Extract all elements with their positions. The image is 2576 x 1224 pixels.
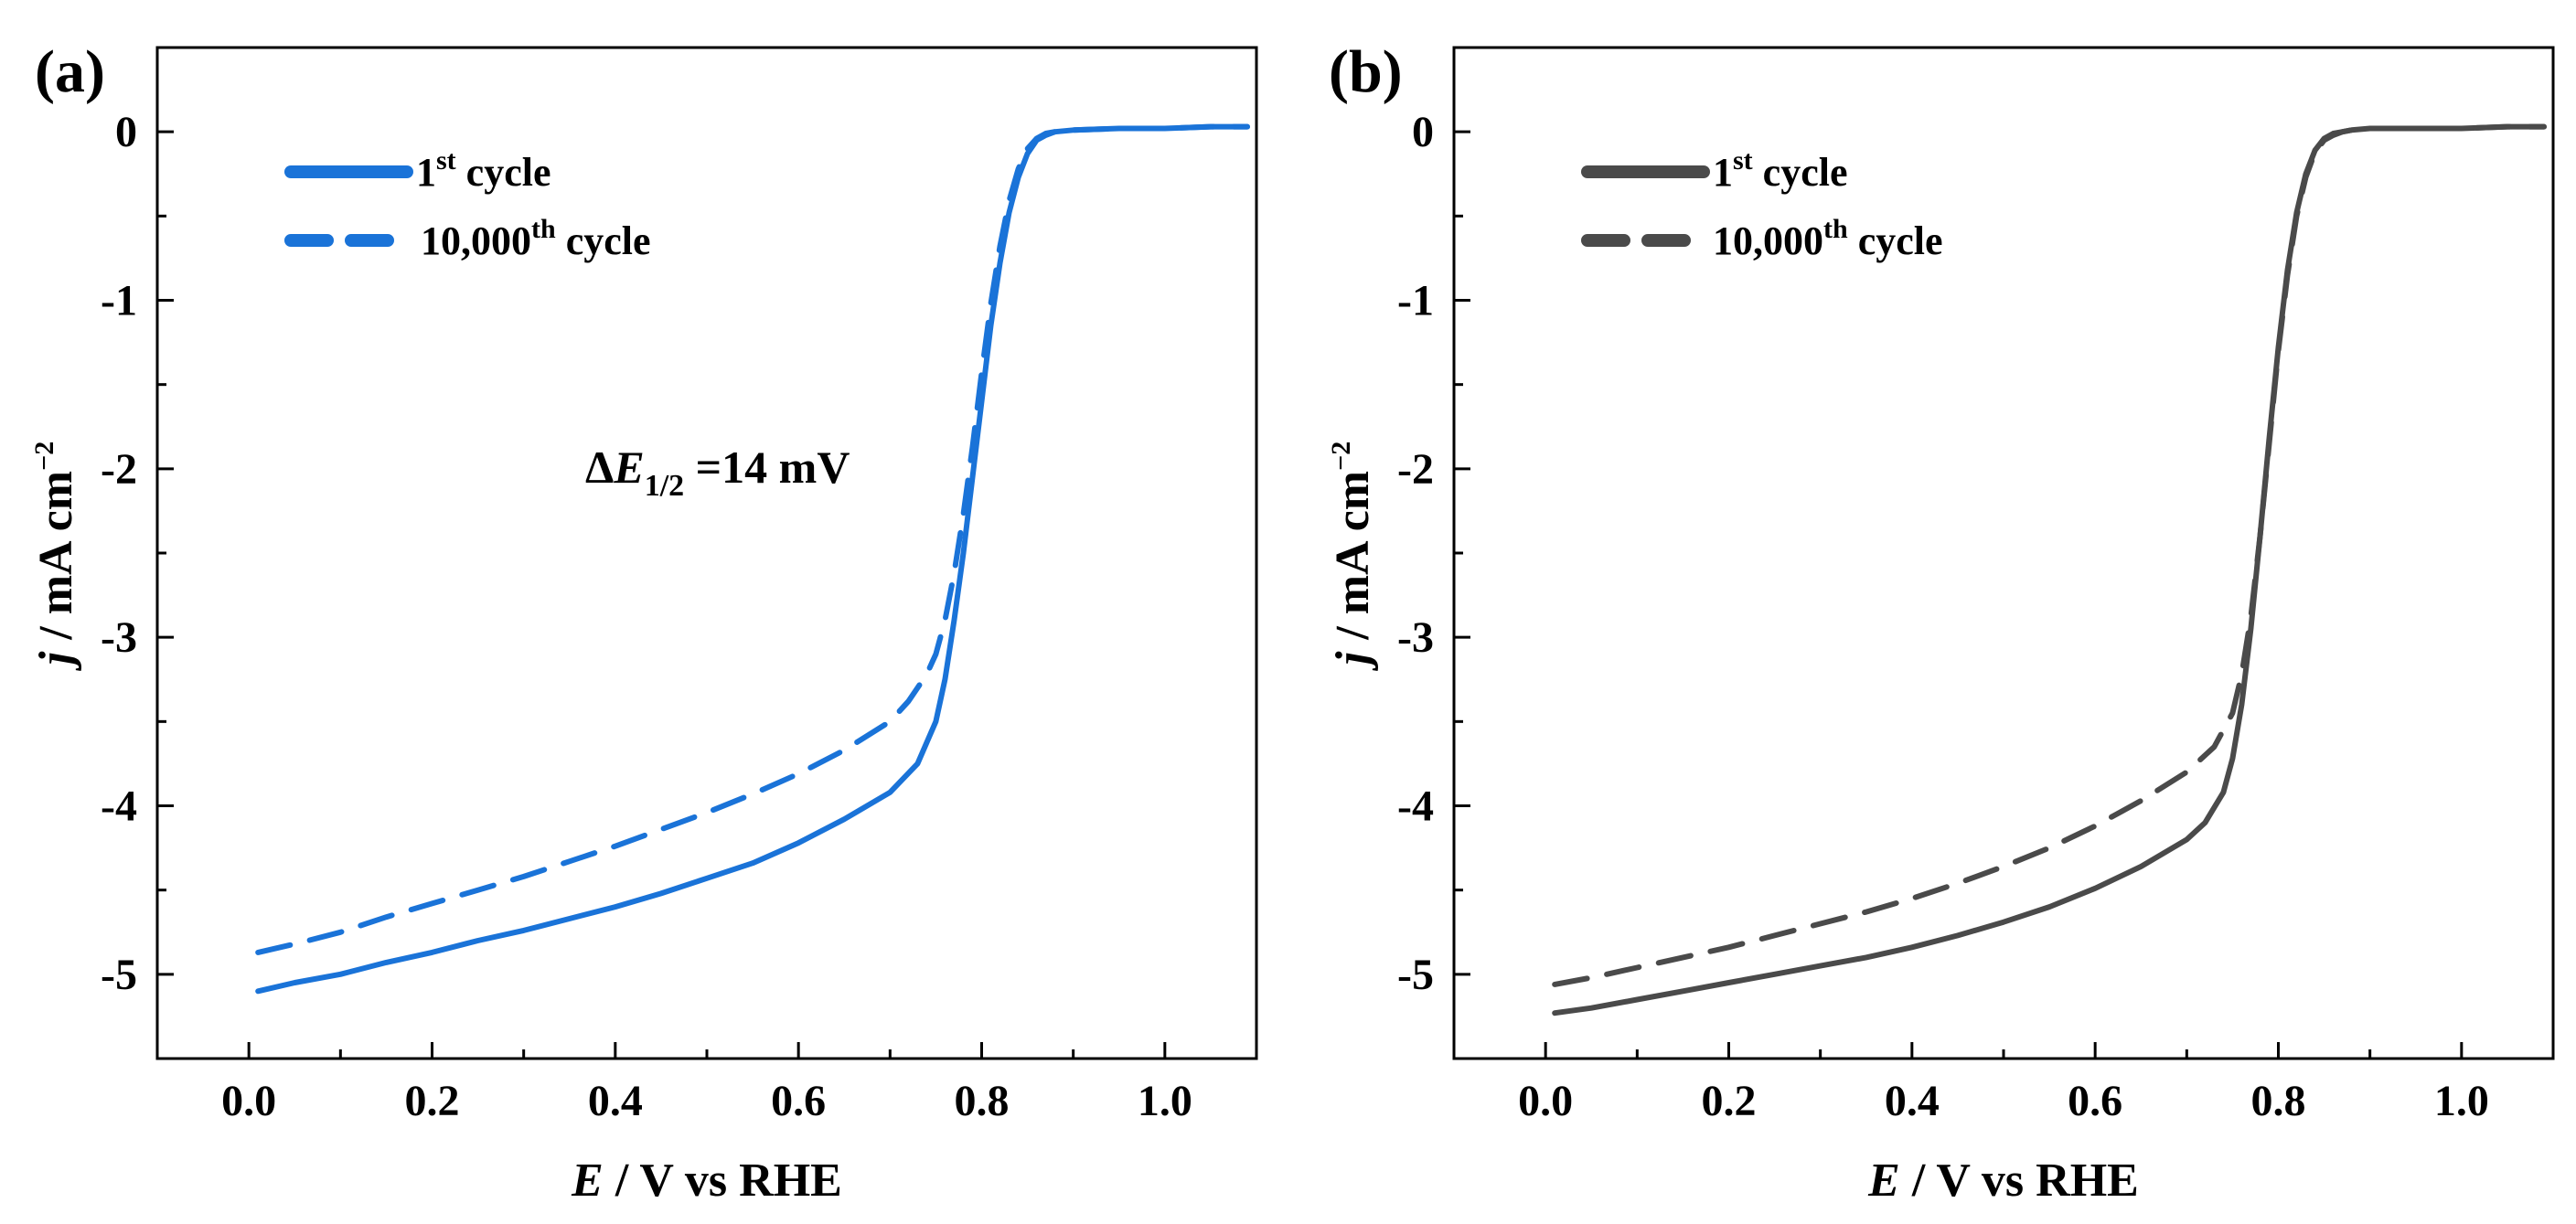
tick-layer: 0.0 0.2 0.4 0.6 0.8 1.0 0 -1 -2 -3 -4 -5 xyxy=(1397,46,2555,1125)
legend: 1st cycle 10,000th cycle xyxy=(284,145,651,263)
y-tick-label: 0 xyxy=(1412,108,1434,156)
x-axis-title: E / V vs RHE xyxy=(1867,1155,2139,1207)
series-line-1st-cycle xyxy=(1552,123,2547,1016)
panel-label: (a) xyxy=(35,38,105,105)
series-layer xyxy=(1552,123,2547,1016)
x-tick-label: 0.6 xyxy=(2068,1077,2122,1125)
y-tick-label: -4 xyxy=(101,782,137,831)
y-tick-label: -1 xyxy=(1397,277,1434,325)
series-line-10000th-cycle xyxy=(1552,123,2547,987)
y-tick-label: -5 xyxy=(101,951,137,999)
y-tick-label: 0 xyxy=(115,108,137,156)
x-tick-label: 0.6 xyxy=(771,1077,826,1125)
x-tick-label: 1.0 xyxy=(1138,1077,1192,1125)
plot-frame xyxy=(1452,46,2555,1060)
y-tick-label: -5 xyxy=(1397,951,1434,999)
legend-entry-1st-cycle: 1st cycle xyxy=(416,145,550,195)
series-line-1st-cycle xyxy=(255,123,1250,995)
chart-panel-a: (a) 0.0 0.2 0.4 0.6 0.8 1.0 0 -1 -2 -3 -4 -5 E / V … xyxy=(29,38,1258,1207)
plot-area: 0.0 0.2 0.4 0.6 0.8 1.0 0 -1 -2 -3 -4 -5 xyxy=(101,46,1258,1125)
x-tick-label: 1.0 xyxy=(2434,1077,2489,1125)
y-tick-label: -3 xyxy=(1397,613,1434,662)
chart-panel-b: (b) 0.0 0.2 0.4 0.6 0.8 1.0 0 -1 -2 -3 -4 -5 E / V … xyxy=(1326,38,2555,1207)
x-tick-label: 0.8 xyxy=(955,1077,1010,1125)
legend-entry-10000th-cycle: 10,000th cycle xyxy=(1713,214,1943,263)
x-tick-label: 0.2 xyxy=(1702,1077,1757,1125)
legend: 1st cycle 10,000th cycle xyxy=(1581,145,1943,263)
y-tick-label: -3 xyxy=(101,613,137,662)
y-axis-title: j / mA cm−2 xyxy=(29,442,82,671)
plot-area: 0.0 0.2 0.4 0.6 0.8 1.0 0 -1 -2 -3 -4 -5 xyxy=(1397,46,2555,1125)
y-tick-label: -1 xyxy=(101,277,137,325)
x-tick-label: 0.8 xyxy=(2251,1077,2306,1125)
y-tick-label: -2 xyxy=(101,445,137,494)
panel-label: (b) xyxy=(1329,38,1403,105)
series-layer xyxy=(255,123,1250,995)
y-axis-title: j / mA cm−2 xyxy=(1326,442,1379,671)
y-tick-label: -2 xyxy=(1397,445,1434,494)
x-tick-label: 0.0 xyxy=(1518,1077,1573,1125)
x-axis-title: E / V vs RHE xyxy=(571,1155,842,1207)
legend-entry-1st-cycle: 1st cycle xyxy=(1713,145,1847,195)
x-tick-label: 0.4 xyxy=(588,1077,643,1125)
tick-layer: 0.0 0.2 0.4 0.6 0.8 1.0 0 -1 -2 -3 -4 -5 xyxy=(101,46,1258,1125)
delta-e-half-annotation: ΔE1/2 =14 mV xyxy=(585,442,850,503)
plot-frame xyxy=(155,46,1258,1060)
series-line-10000th-cycle xyxy=(255,123,1250,955)
x-tick-label: 0.2 xyxy=(405,1077,460,1125)
x-tick-label: 0.4 xyxy=(1885,1077,1940,1125)
x-tick-label: 0.0 xyxy=(221,1077,276,1125)
legend-entry-10000th-cycle: 10,000th cycle xyxy=(421,214,651,263)
y-tick-label: -4 xyxy=(1397,782,1434,831)
